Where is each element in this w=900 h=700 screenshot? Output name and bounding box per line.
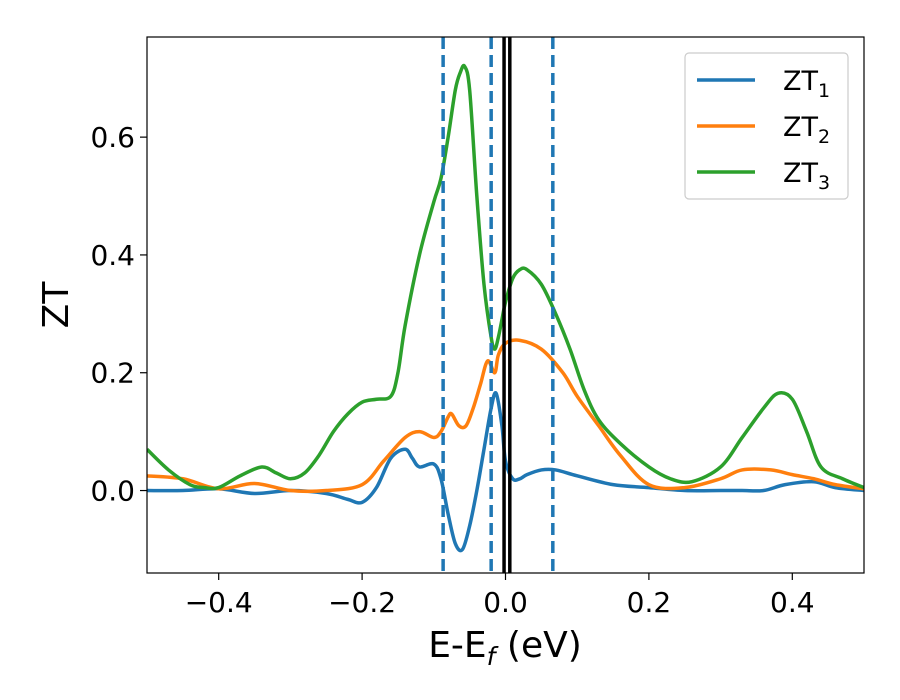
y-axis: 0.0 0.2 0.4 0.6 bbox=[90, 121, 147, 508]
series-line-2 bbox=[147, 338, 864, 494]
x-tick-label-2: 0.0 bbox=[483, 586, 528, 619]
x-axis: −0.4 −0.2 0.0 0.2 0.4 bbox=[185, 573, 815, 619]
legend: ZT1 ZT2 ZT3 bbox=[684, 52, 849, 200]
series-line-1 bbox=[147, 391, 864, 553]
y-tick-label-3: 0.6 bbox=[90, 121, 135, 154]
series-line-3 bbox=[147, 63, 864, 491]
y-tick-label-2: 0.4 bbox=[90, 239, 135, 272]
x-tick-label-3: 0.2 bbox=[627, 586, 672, 619]
y-tick-label-1: 0.2 bbox=[90, 357, 135, 390]
vline-layer bbox=[441, 37, 555, 573]
legend-label-1: ZT1 bbox=[783, 66, 830, 102]
x-tick-label-0: −0.4 bbox=[185, 586, 253, 619]
legend-label-3: ZT3 bbox=[783, 158, 830, 194]
x-tick-label-1: −0.2 bbox=[328, 586, 396, 619]
x-tick-label-4: 0.4 bbox=[770, 586, 815, 619]
x-axis-label: E-Ef (eV) bbox=[428, 625, 582, 671]
legend-label-2: ZT2 bbox=[783, 112, 830, 148]
y-axis-label: ZT bbox=[36, 281, 77, 329]
series-layer bbox=[147, 63, 864, 553]
x-axis-label-unit: (eV) bbox=[495, 625, 581, 666]
legend-box bbox=[684, 52, 849, 200]
y-tick-label-0: 0.0 bbox=[90, 475, 135, 508]
